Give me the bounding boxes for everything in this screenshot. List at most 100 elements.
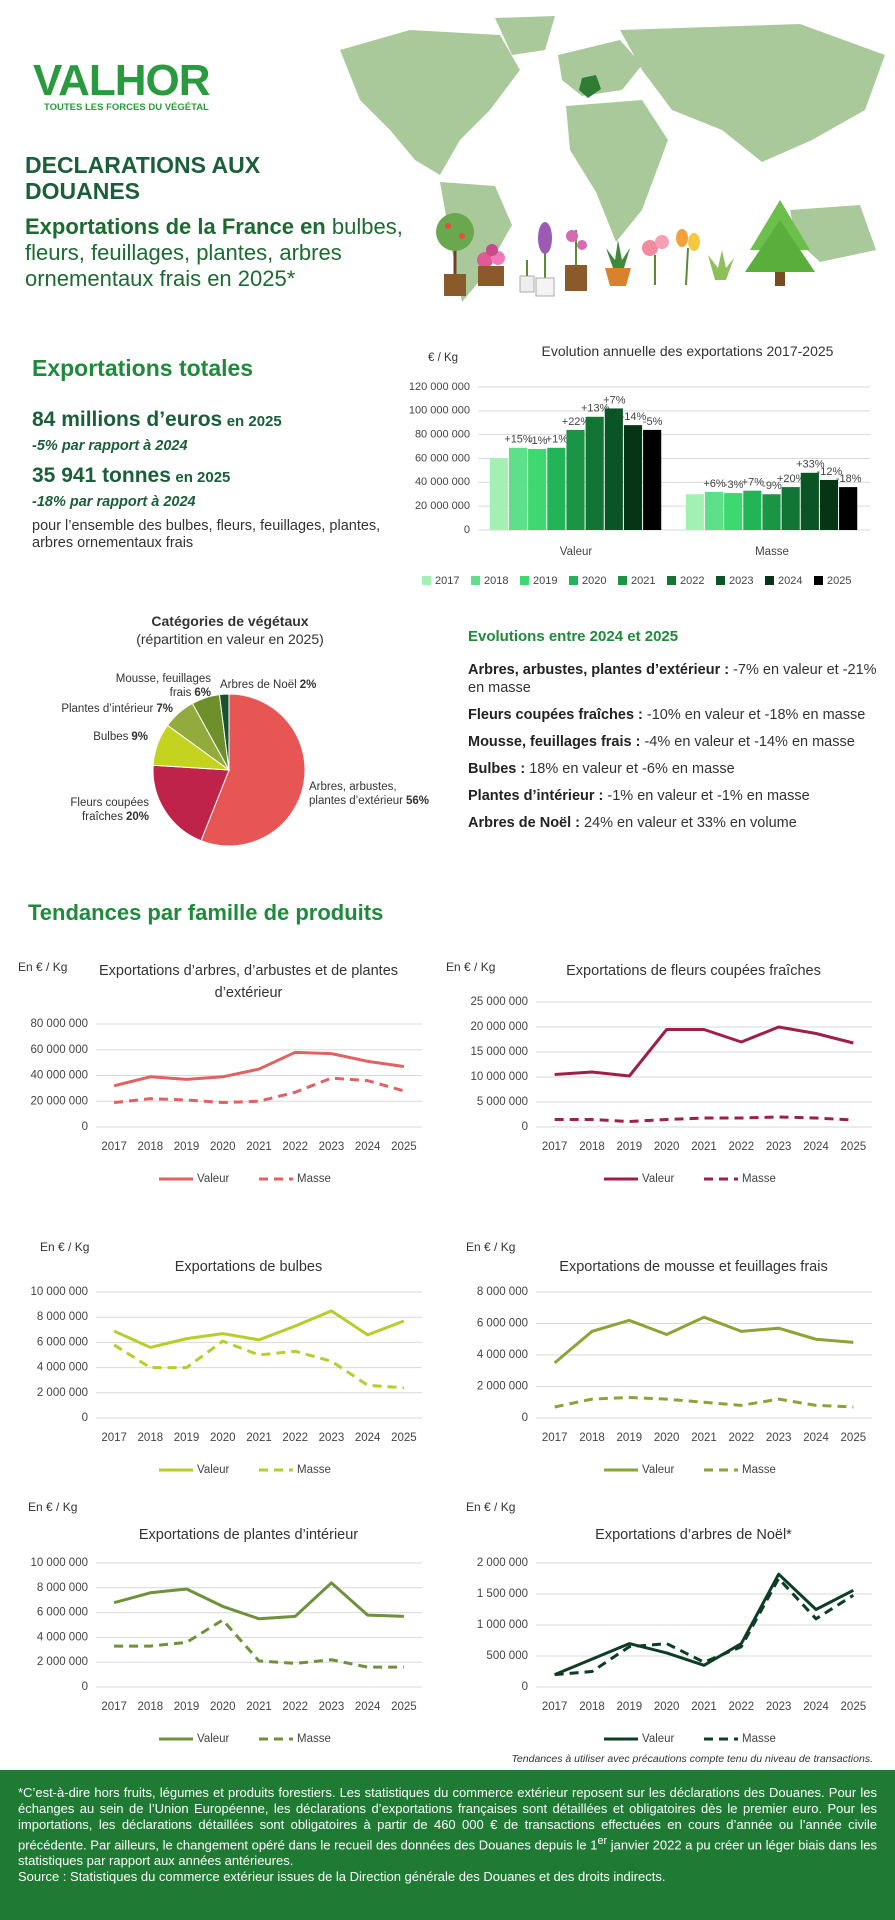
x-tick-label: 2024 — [803, 1432, 829, 1444]
footer-text: janvier 2022 a pu créer un léger biais d… — [18, 1837, 877, 1869]
x-tick-label: 2018 — [579, 1432, 605, 1444]
y-tick-label: 20 000 000 — [30, 1095, 88, 1107]
pie-label: Fleurs coupées fraîches 20% — [29, 796, 149, 824]
bar — [528, 448, 547, 530]
x-tick-label: 2018 — [579, 1701, 605, 1713]
evolutions-heading: Evolutions entre 2024 et 2025 — [468, 628, 679, 645]
footer-notes: *C’est-à-dire hors fruits, légumes et pr… — [18, 1785, 877, 1869]
bar — [566, 429, 585, 530]
x-tick-label: 2024 — [803, 1701, 829, 1713]
x-tick-label: 2018 — [138, 1701, 164, 1713]
legend-label: 2018 — [484, 575, 508, 587]
y-tick-label: 40 000 000 — [415, 476, 470, 488]
legend-swatch — [716, 576, 725, 585]
trends-heading: Tendances par famille de produits — [28, 900, 384, 925]
chart-title: Catégories de végétaux — [151, 613, 309, 629]
tagline: TOUTES LES FORCES DU VÉGÉTAL — [44, 102, 209, 113]
legend-label: Masse — [742, 1733, 776, 1745]
chart-canvas: 0 500 000 1 000 000 1 500 000 2 000 000 2017 2… — [477, 1557, 872, 1745]
y-tick-label: 15 000 000 — [470, 1046, 528, 1058]
x-tick-label: 2023 — [766, 1141, 792, 1153]
data-line — [113, 1076, 405, 1105]
x-tick-label: 2025 — [841, 1701, 867, 1713]
x-tick-label: 2023 — [766, 1432, 792, 1444]
legend-label: Valeur — [197, 1733, 230, 1745]
y-tick-label: 0 — [82, 1412, 88, 1424]
legend-swatch — [471, 576, 480, 585]
pie-label: Arbres, arbustes, plantes d’extérieur 56% — [309, 780, 429, 808]
y-tick-label: 2 000 000 — [37, 1656, 88, 1668]
chart-canvas: 0 2 000 000 4 000 000 6 000 000 8 000 000 10 … — [30, 1286, 422, 1476]
bar — [800, 472, 819, 530]
evolution-label: Mousse, feuillages frais : — [468, 734, 641, 750]
x-tick-label: 2019 — [174, 1701, 200, 1713]
y-tick-label: 6 000 000 — [37, 1336, 88, 1348]
x-tick-label: 2024 — [803, 1141, 829, 1153]
x-tick-label: 2022 — [282, 1432, 308, 1444]
y-tick-label: 60 000 000 — [415, 452, 470, 464]
y-tick-label: 10 000 000 — [30, 1557, 88, 1569]
y-tick-label: 120 000 000 — [409, 381, 470, 393]
y-tick-label: 0 — [82, 1681, 88, 1693]
data-line — [554, 1115, 854, 1123]
chart-subtitle: (répartition en valeur en 2025) — [136, 631, 324, 647]
y-tick-label: 8 000 000 — [477, 1286, 528, 1298]
change-label: -9% — [762, 480, 782, 492]
bar — [704, 491, 724, 530]
change-label: +13% — [581, 403, 610, 415]
y-tick-label: 4 000 000 — [477, 1349, 528, 1361]
bar — [743, 490, 762, 530]
x-tick-label: 2021 — [246, 1141, 272, 1153]
data-line — [554, 1577, 855, 1677]
x-tick-label: 2017 — [542, 1432, 568, 1444]
x-tick-label: 2021 — [691, 1432, 717, 1444]
change-label: -3% — [724, 479, 744, 491]
y-tick-label: 0 — [522, 1681, 528, 1693]
x-tick-label: 2017 — [101, 1701, 127, 1713]
pie-category: Mousse, feuillages frais — [115, 673, 211, 699]
y-tick-label: 8 000 000 — [37, 1311, 88, 1323]
pie-value-label: 9% — [131, 731, 148, 743]
evolution-text: -1% en valeur et -1% en masse — [607, 788, 810, 804]
legend-label: 2019 — [533, 575, 557, 587]
chart-canvas: 0 2 000 000 4 000 000 6 000 000 8 000 000 201… — [477, 1286, 872, 1476]
y-tick-label: 4 000 000 — [37, 1362, 88, 1374]
line-chart: En € / Kg Exportations de plantes d’intér… — [6, 1500, 436, 1755]
footer: *C’est-à-dire hors fruits, légumes et pr… — [0, 1770, 895, 1920]
y-tick-label: 2 000 000 — [37, 1387, 88, 1399]
evolution-item: Arbres de Noël :24% en valeur et 33% en … — [468, 814, 878, 832]
y-tick-label: 0 — [464, 524, 470, 536]
x-tick-label: 2020 — [210, 1141, 236, 1153]
world-map-illustration — [340, 16, 885, 302]
chart-canvas: 0 20 000 000 40 000 000 60 000 000 80 000 00… — [30, 1018, 422, 1185]
legend-label: Valeur — [642, 1464, 675, 1476]
legend-label: Valeur — [642, 1173, 675, 1185]
pie-category: Arbres de Noël — [220, 679, 297, 691]
bar — [724, 493, 743, 530]
bar — [685, 494, 704, 530]
evolution-text: -4% en valeur et -14% en masse — [644, 734, 855, 750]
volume-change: -18% par rapport à 2024 — [32, 494, 196, 510]
change-label: +20% — [777, 473, 806, 485]
y-tick-label: 0 — [522, 1412, 528, 1424]
legend-label: Masse — [742, 1173, 776, 1185]
pie-category: Arbres, arbustes, plantes d’extérieur — [309, 781, 403, 807]
pie-label: Plantes d’intérieur 7% — [33, 702, 173, 716]
evolution-item: Arbres, arbustes, plantes d’extérieur :-… — [468, 661, 878, 697]
x-tick-label: Valeur — [560, 546, 593, 558]
x-tick-label: 2017 — [542, 1141, 568, 1153]
x-tick-label: 2021 — [246, 1701, 272, 1713]
pie-value-label: 7% — [156, 703, 173, 715]
chart-title: Exportations d’arbres de Noël* — [595, 1527, 792, 1543]
change-label: -18% — [836, 473, 862, 485]
evolution-label: Plantes d’intérieur : — [468, 788, 604, 804]
line-chart: En € / Kg Exportations d’arbres, d’arbust… — [6, 960, 436, 1195]
y-tick-label: 20 000 000 — [415, 500, 470, 512]
legend-label: 2021 — [631, 575, 655, 587]
data-line — [554, 1396, 854, 1409]
pie-category: Plantes d’intérieur — [61, 703, 154, 715]
chart-title: Exportations de mousse et feuillages fra… — [559, 1259, 828, 1275]
bar — [839, 487, 858, 530]
y-axis-label: En € / Kg — [466, 1500, 516, 1514]
